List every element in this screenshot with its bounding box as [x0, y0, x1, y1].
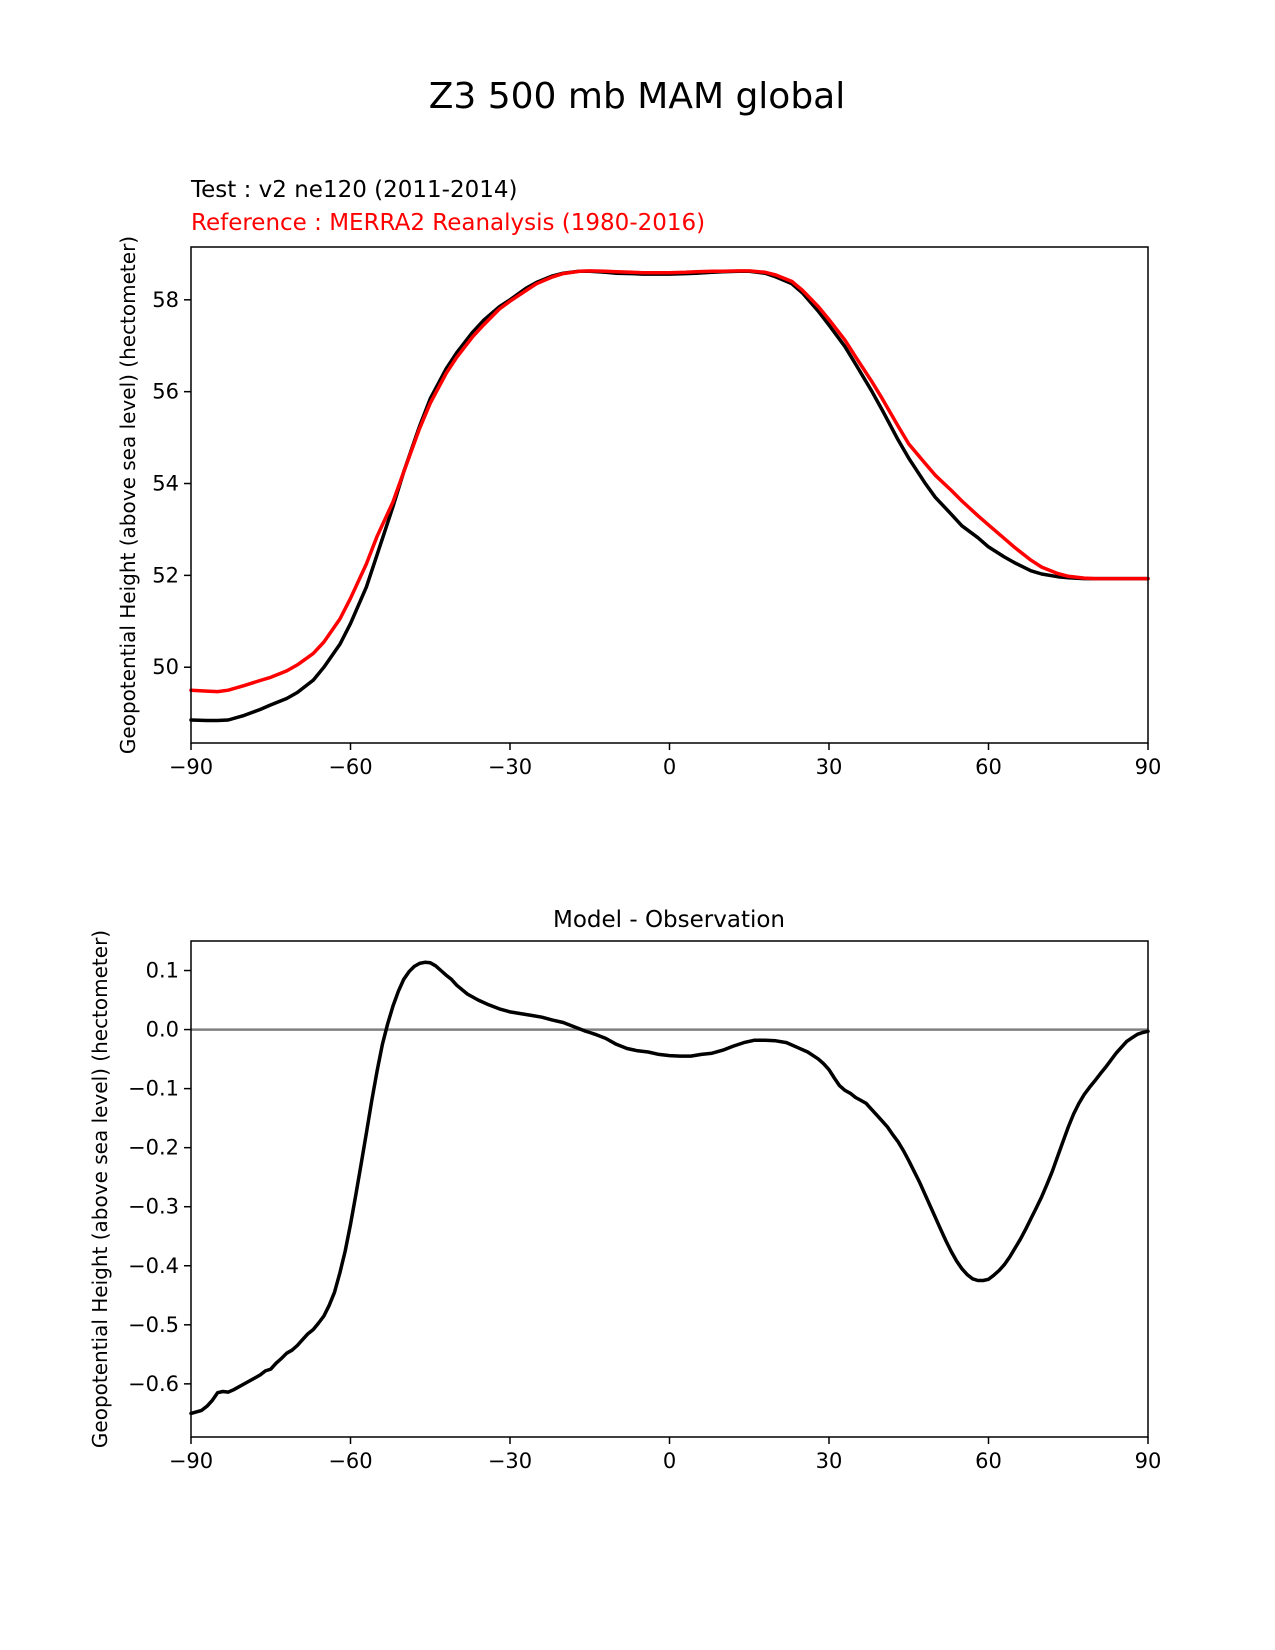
bottom-y-tick-label: −0.4	[128, 1254, 179, 1278]
top-series-line-test	[189, 269, 1150, 723]
top-series-line-reference	[189, 269, 1150, 694]
figure-title: Z3 500 mb MAM global	[429, 76, 846, 117]
bottom-x-tick-label: 30	[816, 1449, 843, 1473]
bottom-x-tick-label: 90	[1135, 1449, 1162, 1473]
bottom-plot-frame	[190, 940, 1149, 1438]
top-panel: Test : v2 ne120 (2011-2014) Reference : …	[116, 177, 1161, 779]
bottom-series-line-difference	[189, 960, 1150, 1416]
top-y-tick-label: 50	[152, 655, 179, 679]
bottom-y-tick-label: −0.5	[128, 1313, 179, 1337]
bottom-y-tick-label: −0.3	[128, 1195, 179, 1219]
top-y-axis-label: Geopotential Height (above sea level) (h…	[116, 236, 140, 754]
legend-test-label: Test : v2 ne120 (2011-2014)	[190, 177, 517, 203]
top-ticks: −90 −60 −30 0 30 60 90 50 52 54 56 58	[152, 288, 1161, 779]
bottom-x-tick-label: 0	[663, 1449, 676, 1473]
top-y-tick-label: 56	[152, 380, 179, 404]
top-x-tick-label: 90	[1135, 755, 1162, 779]
bottom-x-tick-label: −90	[169, 1449, 213, 1473]
bottom-y-axis-label: Geopotential Height (above sea level) (h…	[88, 930, 112, 1448]
bottom-x-tick-label: 60	[975, 1449, 1002, 1473]
top-x-tick-label: 60	[975, 755, 1002, 779]
top-x-tick-label: −60	[328, 755, 372, 779]
top-series	[189, 269, 1150, 723]
top-y-tick-label: 54	[152, 472, 179, 496]
bottom-y-tick-label: 0.0	[146, 1018, 179, 1042]
top-plot-frame	[190, 246, 1149, 744]
top-x-tick-label: 0	[663, 755, 676, 779]
bottom-x-tick-label: −30	[488, 1449, 532, 1473]
bottom-y-tick-label: −0.1	[128, 1077, 179, 1101]
bottom-x-tick-label: −60	[328, 1449, 372, 1473]
bottom-y-tick-label: −0.2	[128, 1136, 179, 1160]
top-x-tick-label: −90	[169, 755, 213, 779]
bottom-chart-title: Model - Observation	[553, 907, 785, 933]
bottom-series	[189, 960, 1150, 1416]
bottom-y-tick-label: 0.1	[146, 959, 179, 983]
bottom-ticks: −90 −60 −30 0 30 60 90 0.1 0.0 −0.1 −0.2 −0.3 −0.4 −0…	[128, 959, 1161, 1473]
top-x-tick-label: −30	[488, 755, 532, 779]
top-x-tick-label: 30	[816, 755, 843, 779]
legend-reference-label: Reference : MERRA2 Reanalysis (1980-2016…	[191, 210, 705, 236]
top-y-tick-label: 52	[152, 563, 179, 587]
bottom-panel: Model - Observation −90 −60 −30 0 30 60 90 0.1 0…	[88, 907, 1161, 1473]
top-y-tick-label: 58	[152, 288, 179, 312]
bottom-y-tick-label: −0.6	[128, 1372, 179, 1396]
